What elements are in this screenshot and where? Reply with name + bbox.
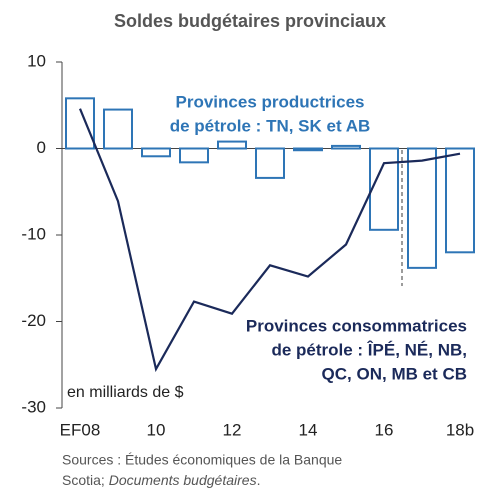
annotation: de pétrole : ÎPÉ, NÉ, NB, (271, 340, 467, 359)
chart-title: Soldes budgétaires provinciaux (114, 11, 386, 31)
bar (255, 147, 285, 179)
source: Scotia; Documents budgétaires. (62, 472, 260, 488)
y-tick-label: -10 (21, 224, 46, 243)
x-tick-label: 10 (147, 420, 166, 439)
source: . (257, 472, 261, 488)
bar (179, 147, 209, 164)
y-tick-label: -30 (21, 397, 46, 416)
x-tick-label: 12 (223, 420, 242, 439)
bar (217, 140, 247, 150)
source: Scotia; (62, 472, 109, 488)
x-tick-label: 16 (375, 420, 394, 439)
x-tick-label: EF08 (60, 420, 101, 439)
y-tick-label: 0 (37, 138, 46, 157)
bar (293, 147, 323, 152)
annotation: QC, ON, MB et CB (322, 364, 467, 383)
x-tick-label: 14 (299, 420, 318, 439)
bar (103, 108, 133, 150)
plot: 10 0 -10 -20 -30 EF08 10 12 14 16 18b (21, 51, 475, 439)
y-tick-label: 10 (27, 51, 46, 70)
bar (141, 147, 171, 158)
line (78, 108, 461, 373)
annotation: de pétrole : TN, SK et AB (170, 116, 371, 135)
bar (445, 147, 475, 254)
annotation: Provinces consommatrices (246, 316, 467, 335)
bar (65, 97, 95, 150)
annotation: Provinces productrices (176, 92, 365, 111)
bar (369, 147, 399, 231)
source: Sources : Études économiques de la Banqu… (62, 452, 342, 468)
bar (331, 144, 361, 150)
source: Documents budgétaires (109, 472, 257, 488)
bar (407, 147, 437, 269)
y-tick-label: -20 (21, 311, 46, 330)
x-tick-label: 18b (446, 420, 474, 439)
units-label: en milliards de $ (67, 384, 184, 401)
